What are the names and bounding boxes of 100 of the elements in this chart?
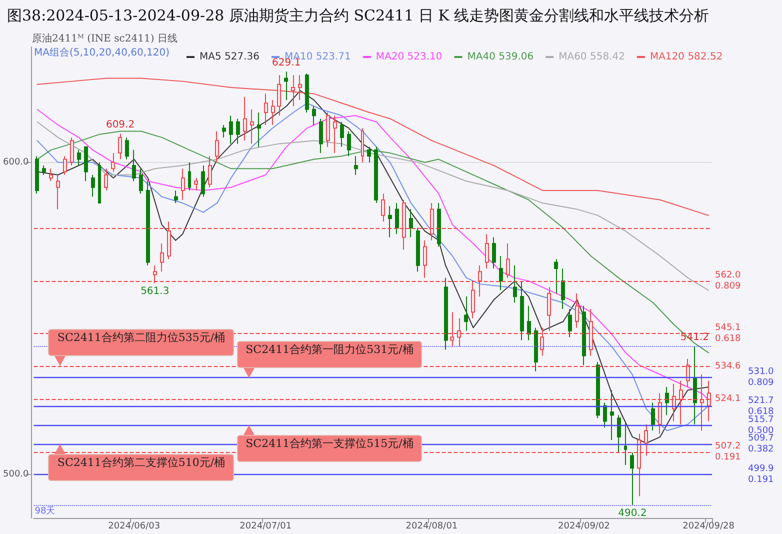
candlestick — [181, 168, 185, 200]
candlestick — [624, 420, 627, 466]
x-tick-label: 2024/09/28 — [682, 522, 735, 532]
candlestick — [291, 74, 295, 107]
ref-line-label: 531.0 0.809 — [748, 367, 774, 388]
candlestick — [381, 193, 385, 222]
legend-label: MA60 558.42 — [558, 52, 625, 62]
candlestick — [547, 286, 551, 332]
candlestick — [374, 146, 378, 204]
candlestick — [271, 100, 275, 126]
ref-line-label: 499.9 0.191 — [748, 464, 774, 486]
candlestick — [582, 305, 586, 366]
candlestick — [98, 162, 101, 204]
candlestick — [416, 227, 420, 272]
x-tick-label: 2024/07/01 — [240, 522, 292, 532]
candlestick — [42, 165, 46, 176]
candlestick — [194, 178, 198, 191]
legend-label: MA5 527.36 — [200, 52, 260, 62]
annotation: SC2411合约第二阻力位535元/桶 — [48, 329, 234, 356]
annotation: SC2411合约第一阻力位531元/桶 — [236, 340, 422, 368]
candlestick — [305, 73, 309, 114]
candlestick — [243, 96, 247, 142]
candlestick — [91, 174, 95, 198]
candlestick — [347, 130, 351, 157]
candlestick — [49, 168, 53, 182]
legend-label: MA40 539.06 — [467, 52, 534, 62]
ref-line-label: 509.7 0.382 — [748, 434, 774, 455]
candlestick — [388, 206, 392, 238]
candlestick — [534, 327, 538, 372]
candlestick — [146, 180, 150, 266]
ref-line-label: 98天 — [34, 505, 56, 516]
candlestick — [367, 146, 371, 163]
x-tick-label: 2024/09/02 — [558, 522, 610, 532]
candlestick — [340, 121, 344, 148]
candlestick — [284, 71, 288, 101]
candlestick — [77, 149, 81, 166]
candlestick — [298, 74, 302, 101]
candlestick — [257, 112, 261, 148]
candlestick — [485, 234, 489, 269]
candlestick — [651, 402, 655, 432]
annotation: SC2411合约第一支撑位515元/桶 — [236, 435, 422, 462]
candlestick — [111, 152, 115, 172]
candlestick — [319, 118, 323, 154]
candlestick — [513, 264, 517, 304]
candlestick — [160, 243, 164, 272]
candlestick — [35, 156, 39, 194]
candlestick — [139, 168, 143, 194]
candlestick — [575, 292, 579, 328]
candlestick — [174, 190, 178, 204]
annotation: MA组合(5,10,20,40,60,120) — [34, 46, 170, 58]
annotation: 609.2 — [106, 120, 135, 131]
ref-line-label: 524.1 — [715, 394, 741, 404]
candlestick — [201, 165, 205, 198]
candlestick — [312, 106, 316, 126]
candlestick — [222, 124, 226, 138]
candlestick — [693, 345, 697, 425]
candlestick — [229, 115, 233, 144]
ref-line-label: 534.6 — [715, 361, 742, 372]
annotation: 629.1 — [272, 58, 301, 69]
candlestick — [444, 277, 448, 350]
candlestick — [520, 280, 524, 341]
candlestick — [132, 149, 136, 182]
annotation: 561.3 — [140, 286, 170, 298]
chart-title: 图38:2024-05-13-2024-09-28 原油期货主力合约 SC2411 日 K 线走势图黄金分割线和水平线技术分析 — [7, 6, 710, 24]
candlestick — [527, 305, 531, 341]
candlestick — [84, 146, 88, 182]
x-tick-label: 2024/08/01 — [406, 522, 458, 532]
candlestick — [361, 128, 364, 163]
candlestick — [250, 108, 254, 144]
candlestick — [665, 386, 669, 416]
candlestick — [630, 452, 634, 506]
candlestick — [215, 130, 219, 163]
candlestick — [118, 133, 122, 160]
candlestick — [208, 156, 212, 188]
candlestick — [554, 258, 558, 294]
candlestick — [104, 168, 108, 191]
candlestick — [437, 202, 441, 248]
candlestick — [70, 136, 74, 166]
candlestick — [568, 308, 572, 338]
candlestick — [395, 202, 399, 235]
candlestick — [63, 156, 67, 176]
candlestick — [464, 296, 468, 332]
candlestick — [603, 402, 607, 428]
annotation: SC2411合约第二支撑位510元/桶 — [48, 454, 234, 482]
line-series — [36, 78, 710, 216]
legend-label: MA120 582.52 — [650, 52, 723, 62]
candlestick — [277, 74, 281, 116]
annotation: 490.2 — [618, 508, 647, 519]
candlestick — [188, 162, 191, 191]
ref-line-label: 562.0 0.809 — [715, 270, 742, 292]
legend-label: MA20 523.10 — [376, 52, 442, 62]
line-series — [36, 130, 710, 354]
candlestick — [506, 243, 510, 278]
candlestick — [236, 118, 240, 144]
candlestick — [610, 390, 614, 441]
y-tick-label: 500.0 — [3, 469, 30, 480]
candlestick — [264, 93, 268, 126]
ref-line-label: 507.2 0.191 — [715, 441, 741, 462]
ref-line-label: 545.1 0.618 — [715, 323, 742, 344]
candlestick — [354, 156, 358, 176]
